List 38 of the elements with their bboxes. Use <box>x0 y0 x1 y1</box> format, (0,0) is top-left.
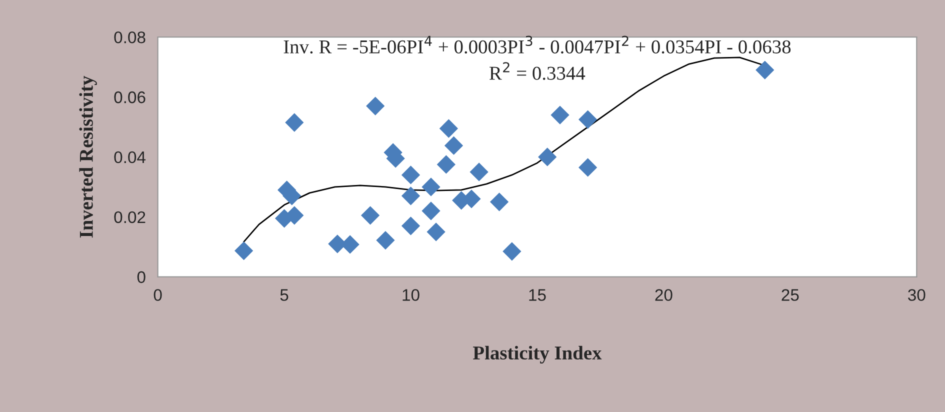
point <box>444 136 464 155</box>
point <box>578 158 598 177</box>
point <box>401 216 420 236</box>
point <box>439 119 458 138</box>
point <box>426 222 446 242</box>
point <box>470 162 488 182</box>
y-axis-title: Inverted Resistivity <box>79 76 97 238</box>
x-tick-label: 25 <box>782 289 799 301</box>
point <box>360 206 380 225</box>
point <box>436 155 456 174</box>
x-tick-label: 20 <box>655 289 672 301</box>
point <box>366 96 385 116</box>
annotation: Inv. R = -5E-06PI$^{4}$ + 0.0003PI$^{3}$ - 0.0047PI$^{2}$ + 0.0354PI - 0.0638 <box>284 36 791 54</box>
annotation: R$^{2}$ = 0.3344 <box>489 62 586 80</box>
point <box>401 186 420 206</box>
y-tick-label: 0.02 <box>114 211 146 224</box>
x-tick-label: 15 <box>529 289 546 301</box>
point <box>422 178 440 196</box>
point <box>538 148 557 166</box>
x-tick-label: 0 <box>154 289 162 301</box>
point <box>285 113 304 132</box>
point <box>578 110 598 129</box>
point <box>422 202 440 220</box>
x-tick-label: 5 <box>280 289 288 301</box>
point <box>376 230 395 250</box>
point <box>756 60 774 80</box>
y-tick-label: 0 <box>137 271 146 284</box>
point <box>490 192 509 212</box>
point <box>234 241 254 260</box>
x-tick-label: 30 <box>908 289 926 301</box>
y-tick-label: 0.06 <box>114 91 146 104</box>
y-tick-label: 0.08 <box>114 31 146 44</box>
x-tick-label: 10 <box>402 289 420 301</box>
point <box>401 166 420 184</box>
x-axis-title: Plasticity Index <box>473 346 602 364</box>
point <box>502 242 522 261</box>
point <box>550 106 570 124</box>
y-tick-label: 0.04 <box>114 151 146 164</box>
